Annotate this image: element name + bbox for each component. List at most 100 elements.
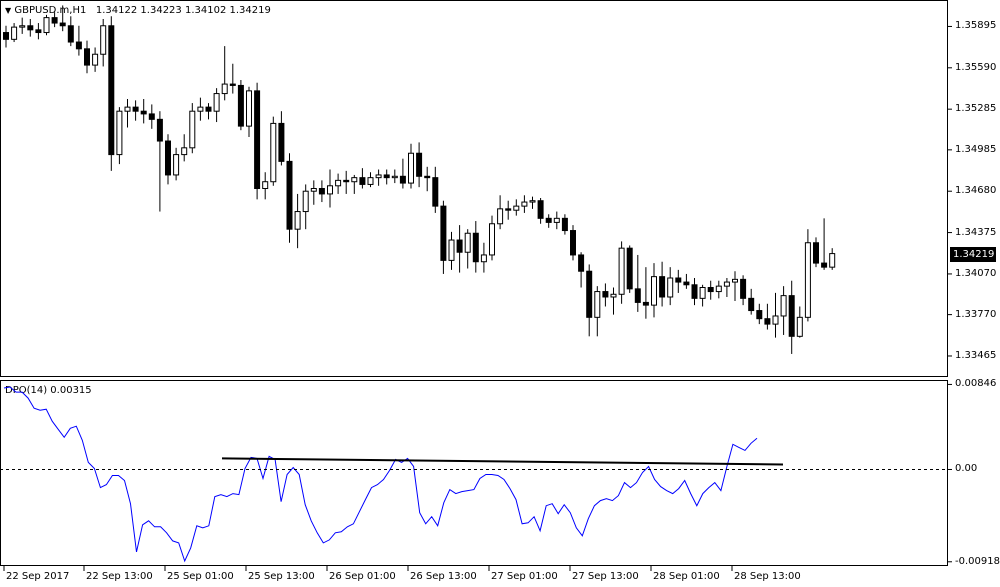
bull-candle: [327, 185, 333, 195]
indicator-title: DPO(14) 0.00315: [5, 385, 92, 396]
chart-header: ▼ GBPUSD.m,H1 1.34122 1.34223 1.34102 1.…: [5, 5, 271, 16]
bull-candle: [772, 315, 779, 325]
bull-candle: [100, 25, 107, 55]
time-axis-label: 26 Sep 13:00: [410, 571, 477, 582]
bull-candle: [715, 285, 722, 293]
bull-candle: [651, 276, 657, 306]
price-axis-label: 1.33770: [955, 308, 997, 320]
price-axis-label: 1.35895: [955, 20, 997, 32]
bull-candle: [302, 190, 309, 213]
bear-candle: [165, 140, 171, 176]
bear-candle: [108, 25, 115, 156]
bear-candle: [634, 288, 641, 303]
triangle-down-icon[interactable]: ▼: [5, 6, 12, 15]
bull-candle: [43, 17, 50, 34]
price-axis-label: 1.33465: [955, 349, 997, 361]
bull-candle: [796, 316, 803, 337]
bear-candle: [537, 200, 544, 219]
bear-candle: [399, 175, 406, 184]
bear-candle: [383, 174, 390, 179]
bear-candle: [505, 208, 512, 211]
price-axis-label: 1.35285: [955, 103, 997, 115]
bull-candle: [667, 277, 674, 298]
bear-candle: [602, 291, 609, 298]
bull-candle: [92, 53, 99, 66]
bull-candle: [367, 177, 374, 185]
price-chart-pane[interactable]: ▼ GBPUSD.m,H1 1.34122 1.34223 1.34102 1.…: [0, 0, 948, 377]
bear-candle: [254, 90, 261, 189]
bear-candle: [821, 262, 828, 268]
bear-candle: [764, 318, 771, 325]
bull-candle: [513, 205, 520, 211]
bull-candle: [310, 188, 317, 192]
bull-candle: [181, 147, 188, 156]
bull-candle: [497, 208, 504, 225]
bull-candle: [189, 110, 196, 149]
bear-candle: [229, 83, 236, 86]
time-axis-label: 25 Sep 01:00: [167, 571, 234, 582]
indicator-axis-label: 0.00846: [955, 378, 997, 390]
bull-candle: [780, 295, 787, 317]
bull-candle: [529, 200, 536, 203]
bear-candle: [416, 152, 423, 177]
bear-candle: [642, 301, 649, 306]
bull-candle: [723, 281, 730, 287]
bear-candle: [75, 41, 82, 50]
indicator-pane[interactable]: DPO(14) 0.00315: [0, 380, 948, 566]
bear-candle: [578, 254, 585, 272]
bull-candle: [464, 232, 471, 253]
time-axis-label: 25 Sep 13:00: [248, 571, 315, 582]
bull-candle: [19, 25, 26, 28]
bull-candle: [124, 106, 131, 112]
bear-candle: [51, 17, 58, 24]
bear-candle: [432, 177, 439, 207]
bear-candle: [148, 113, 155, 120]
bull-candle: [351, 177, 358, 183]
bull-candle: [221, 83, 228, 95]
bear-candle: [788, 295, 795, 337]
bull-candle: [594, 291, 601, 318]
symbol-label: GBPUSD.m,H1: [14, 5, 87, 16]
bear-candle: [561, 217, 568, 232]
trend-line: [221, 457, 784, 466]
bear-candle: [278, 122, 285, 162]
bull-candle: [335, 179, 342, 187]
bull-candle: [173, 154, 180, 176]
bear-candle: [3, 32, 9, 40]
bull-candle: [246, 90, 252, 127]
bear-candle: [318, 188, 325, 195]
time-axis-label: 28 Sep 13:00: [734, 571, 801, 582]
time-axis-label: 26 Sep 01:00: [329, 571, 396, 582]
bull-candle: [11, 26, 18, 40]
bull-candle: [262, 181, 269, 189]
bull-candle: [408, 152, 414, 184]
bull-candle: [553, 217, 560, 223]
bear-candle: [740, 278, 747, 299]
bear-candle: [570, 230, 576, 256]
bear-candle: [707, 286, 714, 293]
bear-candle: [343, 179, 350, 183]
bear-candle: [748, 297, 755, 312]
bear-candle: [545, 217, 552, 223]
bear-candle: [659, 276, 666, 298]
bull-candle: [489, 223, 495, 256]
bear-candle: [472, 232, 479, 263]
bull-candle: [829, 253, 836, 268]
bear-candle: [205, 106, 212, 112]
price-axis-label: 1.34070: [955, 267, 997, 279]
bear-candle: [286, 160, 293, 230]
bear-candle: [691, 284, 698, 299]
bear-candle: [156, 118, 163, 142]
bull-candle: [699, 286, 706, 299]
current-price-tag: 1.34219: [950, 246, 996, 262]
ohlc-label: 1.34122 1.34223 1.34102 1.34219: [95, 5, 271, 16]
bear-candle: [237, 84, 244, 127]
price-axis-label: 1.34375: [955, 226, 997, 238]
bear-candle: [132, 106, 139, 112]
bear-candle: [626, 247, 633, 290]
bear-candle: [424, 175, 431, 179]
bull-candle: [610, 293, 617, 298]
time-axis-label: 22 Sep 2017: [6, 571, 70, 582]
